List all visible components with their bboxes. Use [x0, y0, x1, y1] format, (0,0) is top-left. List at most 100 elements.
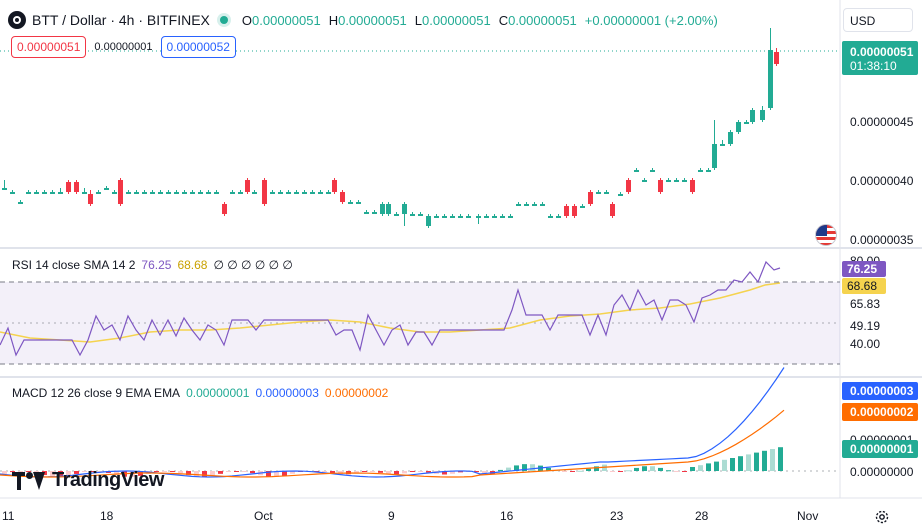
candle-body: [666, 180, 671, 182]
candle: [760, 106, 765, 122]
macd-hist-bar: [674, 471, 679, 472]
candle-body: [252, 192, 257, 194]
macd-hist-bar: [186, 471, 191, 476]
macd-hist-bar: [450, 471, 455, 474]
candle: [150, 190, 155, 194]
macd-histogram-value: 0.00000001: [186, 386, 250, 400]
symbol-legend[interactable]: BTT / Dollar · 4h · BITFINEX O0.00000051…: [8, 9, 718, 31]
macd-hist-bar: [546, 467, 551, 471]
candle: [364, 210, 369, 214]
candle: [596, 190, 601, 194]
trade-buttons: 0.00000051 0.00000001 0.00000052: [11, 36, 236, 58]
macd-hist-bar: [482, 471, 487, 474]
symbol-title[interactable]: BTT / Dollar · 4h · BITFINEX: [32, 12, 210, 28]
macd-hist-bar: [642, 466, 647, 471]
rsi-legend[interactable]: RSI 14 close SMA 14 2 76.25 68.68 ∅ ∅ ∅ …: [12, 258, 293, 272]
candle: [386, 202, 391, 216]
rsi-series: [0, 260, 781, 357]
macd-hist-bar: [442, 471, 447, 475]
candle-body: [302, 192, 307, 194]
candle: [190, 190, 195, 194]
candle-body: [206, 192, 211, 194]
candle-body: [58, 192, 63, 194]
macd-hist-bar: [498, 469, 503, 471]
candle: [750, 108, 755, 124]
candle: [198, 190, 203, 194]
candle-body: [126, 192, 131, 194]
candle: [182, 190, 187, 194]
macd-hist-bar: [90, 471, 95, 472]
buy-price-button[interactable]: 0.00000052: [160, 36, 236, 58]
candle: [158, 190, 163, 194]
candle-body: [588, 192, 593, 204]
open-value: 0.00000051: [252, 12, 321, 28]
macd-hist-bar: [714, 461, 719, 471]
candle-body: [66, 182, 71, 192]
us-flag-icon[interactable]: [815, 224, 837, 246]
candle-body: [500, 216, 505, 218]
macd-legend[interactable]: MACD 12 26 close 9 EMA EMA 0.00000001 0.…: [12, 386, 388, 400]
candle-body: [34, 192, 39, 194]
candle: [286, 190, 291, 194]
candle: [610, 202, 615, 218]
candle: [340, 190, 345, 204]
tradingview-logo-text: TradingView: [52, 469, 164, 491]
candle-body: [650, 170, 655, 172]
candle: [394, 212, 399, 216]
time-tick-9: 9: [388, 509, 395, 523]
macd-hist-bar: [74, 471, 79, 474]
candle: [74, 180, 79, 194]
sell-price-button[interactable]: 0.00000051: [11, 36, 87, 58]
macd-hist-bar: [530, 464, 535, 471]
candle-body: [10, 192, 15, 194]
candle-body: [720, 144, 725, 146]
gear-icon[interactable]: [873, 508, 891, 526]
candle-body: [286, 192, 291, 194]
candle: [516, 202, 521, 206]
macd-hist-bar: [362, 471, 367, 472]
currency-select[interactable]: USD: [843, 8, 913, 32]
macd-hist-bar: [218, 471, 223, 474]
candle: [174, 190, 179, 194]
candle: [42, 190, 47, 194]
candle: [356, 200, 361, 204]
candle-body: [332, 180, 337, 192]
candle-body: [2, 188, 7, 190]
candle: [658, 178, 663, 194]
candle: [82, 188, 87, 194]
macd-hist-bar: [746, 454, 751, 471]
rsi-sma-value: 68.68: [177, 258, 208, 272]
candles-series: [2, 28, 779, 228]
macd-hist-bar: [562, 471, 567, 472]
time-tick-oct: Oct: [254, 509, 273, 523]
candle-body: [418, 214, 423, 216]
candle: [410, 212, 415, 216]
candle-body: [618, 194, 623, 196]
candle: [402, 202, 407, 226]
candle: [492, 214, 497, 218]
macd-hist-bar: [130, 471, 135, 477]
candle: [348, 200, 353, 204]
candle-body: [524, 204, 529, 206]
candle-body: [50, 192, 55, 194]
candle: [18, 200, 23, 204]
candle: [278, 190, 283, 194]
macd-hist-bar: [458, 471, 463, 473]
time-tick-18: 18: [100, 509, 114, 523]
macd-hist-bar: [242, 471, 247, 472]
macd-hist-bar: [82, 471, 87, 473]
macd-hist-bar: [522, 464, 527, 471]
candle: [332, 178, 337, 194]
candle: [744, 120, 749, 124]
macd-value-label: [842, 382, 918, 400]
macd-hist-bar: [210, 471, 215, 476]
candle-body: [556, 216, 561, 218]
candle: [476, 214, 481, 224]
macd-hist-bar: [170, 471, 175, 472]
tradingview-logo[interactable]: TradingView: [12, 469, 164, 492]
candle-body: [674, 180, 679, 182]
candle-body: [134, 192, 139, 194]
candle: [588, 190, 593, 206]
